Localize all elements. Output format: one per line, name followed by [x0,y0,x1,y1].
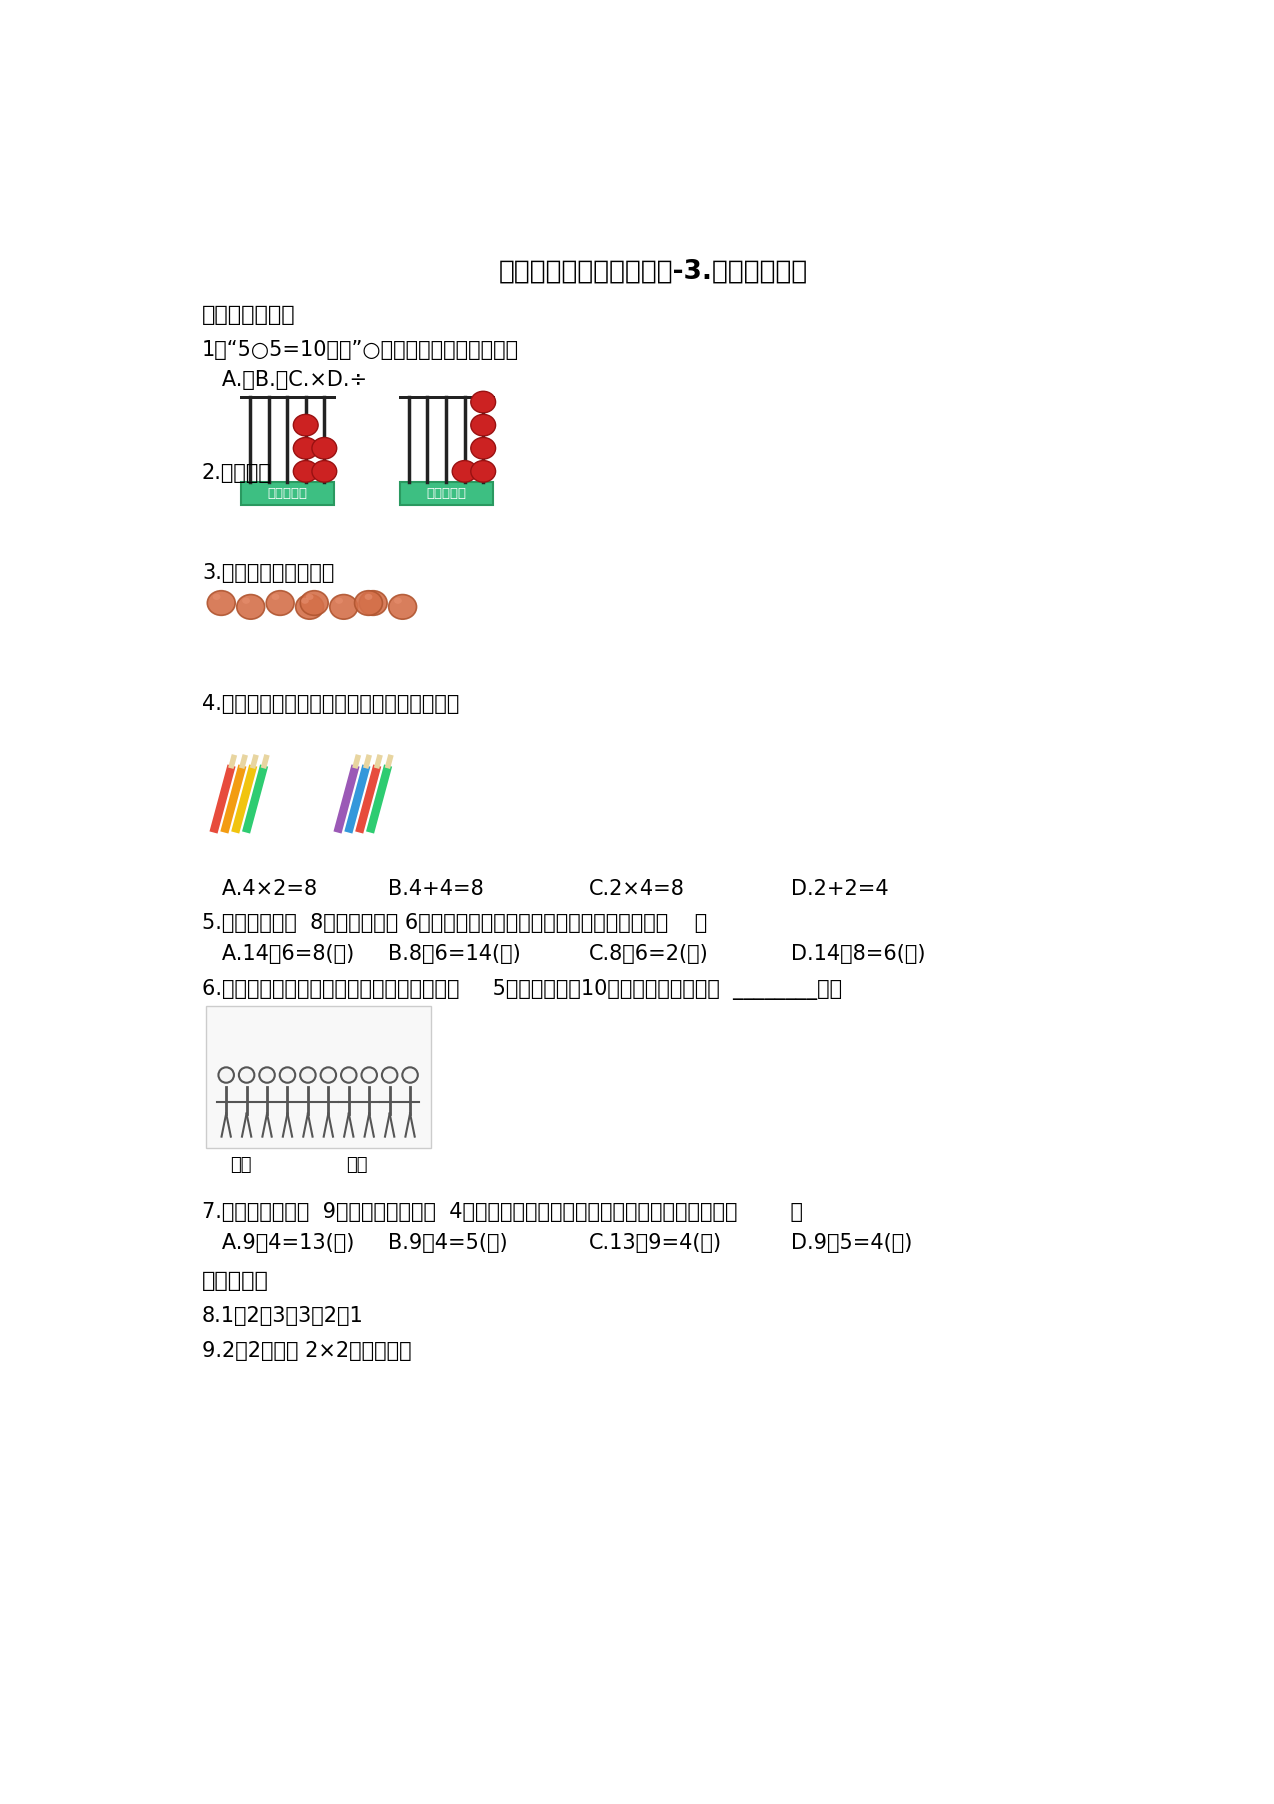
Ellipse shape [301,590,329,615]
Ellipse shape [306,594,313,601]
Ellipse shape [312,438,336,458]
Circle shape [362,1068,377,1082]
Text: A.9＋4=13(架): A.9＋4=13(架) [201,1232,354,1254]
Ellipse shape [452,460,476,482]
Text: C.2×4=8: C.2×4=8 [590,879,685,898]
Text: 3.一共有（）个苹果。: 3.一共有（）个苹果。 [201,563,334,583]
Text: 8.1＋2＋3＝3＋2＋1: 8.1＋2＋3＝3＋2＋1 [201,1306,363,1326]
Text: 一年级上册数学单元测试-3.加与减（一）: 一年级上册数学单元测试-3.加与减（一） [498,258,808,285]
Text: D.9－5=4(架): D.9－5=4(架) [791,1232,912,1254]
Circle shape [280,1068,296,1082]
Text: 5.草地上本来有  8只羊，跑走了 6只，此刻有多少只？列式计算正确的选项是（    ）: 5.草地上本来有 8只羊，跑走了 6只，此刻有多少只？列式计算正确的选项是（ ） [201,913,707,933]
Circle shape [218,1068,234,1082]
Circle shape [301,1068,316,1082]
Ellipse shape [293,415,318,437]
Text: 万千百十个: 万千百十个 [426,487,466,500]
Ellipse shape [471,460,496,482]
Ellipse shape [359,590,387,615]
Ellipse shape [293,460,318,482]
Ellipse shape [237,595,265,619]
Circle shape [341,1068,357,1082]
Text: 二、判断题: 二、判断题 [201,1272,269,1292]
Ellipse shape [471,391,496,413]
FancyBboxPatch shape [400,482,493,505]
Ellipse shape [242,597,250,604]
Text: 7.飞机场上本来有  9架飞机，又下降了  4架，飞机场上此刻有多少架飞机？正确的解答是（        ）: 7.飞机场上本来有 9架飞机，又下降了 4架，飞机场上此刻有多少架飞机？正确的解… [201,1201,803,1221]
Ellipse shape [266,590,294,615]
Text: B.4+4=8: B.4+4=8 [387,879,484,898]
Ellipse shape [389,595,417,619]
Text: B.9－4=5(架): B.9－4=5(架) [387,1232,507,1254]
Text: A.14－6=8(只): A.14－6=8(只) [201,943,354,963]
Ellipse shape [208,590,236,615]
Text: C.8－6=2(只): C.8－6=2(只) [590,943,710,963]
Text: B.8＋6=14(只): B.8＋6=14(只) [387,943,521,963]
Text: 6.一年级一班的同学排队过公路，小丽排在第     5，小华排在第10，小丽和小华之间有  ________人。: 6.一年级一班的同学排队过公路，小丽排在第 5，小华排在第10，小丽和小华之间有… [201,980,842,999]
Ellipse shape [213,594,220,601]
Text: D.14－8=6(只): D.14－8=6(只) [791,943,925,963]
Ellipse shape [364,594,372,601]
Text: 万千百十个: 万千百十个 [268,487,307,500]
Circle shape [382,1068,397,1082]
Text: A.＋B.－C.×D.÷: A.＋B.－C.×D.÷ [201,370,367,390]
Circle shape [260,1068,275,1082]
Circle shape [238,1068,255,1082]
Bar [205,1007,431,1147]
Text: A.4×2=8: A.4×2=8 [201,879,317,898]
Text: C.13－9=4(架): C.13－9=4(架) [590,1232,722,1254]
Ellipse shape [312,460,336,482]
Text: 小丽: 小丽 [229,1156,251,1174]
Ellipse shape [293,438,318,458]
Ellipse shape [335,597,343,604]
Ellipse shape [394,597,401,604]
Circle shape [321,1068,336,1082]
Ellipse shape [271,594,279,601]
Text: 1．“5○5=10，在”○里应填的运算符号是（）: 1．“5○5=10，在”○里应填的运算符号是（） [201,339,519,359]
Ellipse shape [471,415,496,437]
Text: D.2+2=4: D.2+2=4 [791,879,888,898]
Ellipse shape [330,595,358,619]
Ellipse shape [471,438,496,458]
Text: 4.求一共有多少支铅笔，错误的列式为（）。: 4.求一共有多少支铅笔，错误的列式为（）。 [201,695,459,714]
Ellipse shape [296,595,324,619]
FancyBboxPatch shape [241,482,334,505]
Ellipse shape [301,597,308,604]
Circle shape [403,1068,418,1082]
Text: 一、单项选择题: 一、单项选择题 [201,305,296,325]
Text: 2.＋＝（）: 2.＋＝（） [201,464,271,483]
Text: 小华: 小华 [347,1156,368,1174]
Ellipse shape [354,590,382,615]
Text: 9.2＋2的和与 2×2的积相等。: 9.2＋2的和与 2×2的积相等。 [201,1340,412,1360]
